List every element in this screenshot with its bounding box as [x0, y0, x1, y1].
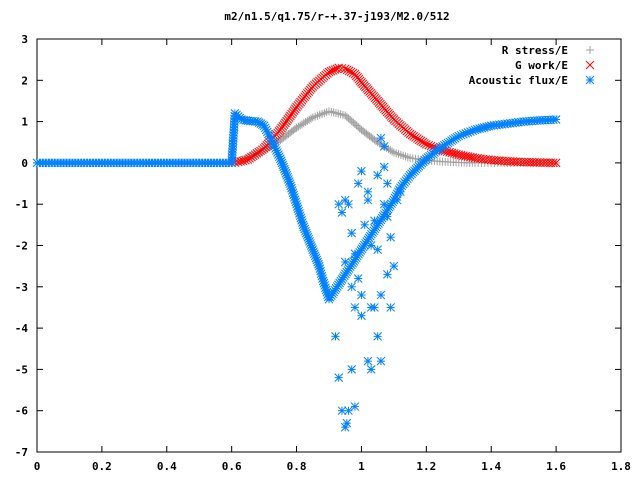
data-point	[363, 187, 373, 197]
legend-label: R stress/E	[502, 44, 568, 57]
data-point	[363, 356, 373, 366]
y-tick-label: -4	[15, 322, 29, 335]
data-point	[363, 195, 373, 205]
x-tick-label: 0.4	[157, 460, 177, 473]
data-point	[386, 232, 395, 242]
data-point	[376, 356, 386, 366]
x-tick-label: 1	[358, 460, 365, 473]
data-point	[376, 133, 386, 143]
y-tick-label: -5	[15, 363, 28, 376]
y-tick-label: -7	[15, 446, 28, 459]
x-tick-label: 1.2	[416, 460, 436, 473]
data-point	[379, 162, 389, 172]
data-point	[331, 332, 340, 341]
data-point	[421, 139, 431, 149]
data-point	[347, 365, 357, 374]
data-point	[340, 257, 350, 267]
data-point	[353, 274, 363, 283]
y-tick-label: 3	[21, 33, 28, 46]
data-point	[241, 155, 250, 165]
data-point	[342, 65, 352, 75]
data-point	[297, 120, 306, 129]
data-point	[357, 311, 366, 321]
data-point	[357, 166, 366, 176]
data-point	[340, 195, 350, 205]
data-point	[366, 303, 376, 312]
data-point	[236, 157, 245, 166]
x-tick-label: 0.2	[92, 460, 112, 473]
data-point	[383, 179, 392, 188]
data-point	[551, 115, 561, 124]
legend-label: G work/E	[515, 59, 568, 72]
data-point	[350, 249, 360, 259]
data-point	[342, 418, 352, 428]
x-tick-label: 0.8	[287, 460, 307, 473]
y-tick-label: -2	[15, 240, 28, 253]
y-tick-label: 0	[21, 157, 28, 170]
data-point	[347, 228, 357, 238]
legend-label: Acoustic flux/E	[469, 74, 568, 87]
legend-marker	[586, 46, 594, 54]
y-tick-label: 1	[21, 116, 28, 129]
y-tick-label: -6	[15, 405, 29, 418]
data-point	[299, 119, 308, 128]
data-point	[357, 290, 366, 300]
data-point	[303, 116, 312, 125]
x-tick-label: 1.8	[611, 460, 631, 473]
data-point	[366, 365, 376, 374]
y-tick-label: 2	[21, 74, 28, 87]
data-point	[238, 156, 248, 166]
data-point	[350, 402, 360, 411]
data-point	[334, 373, 344, 383]
data-point	[337, 63, 347, 73]
legend-marker	[585, 75, 595, 85]
data-point	[344, 199, 353, 209]
data-point	[373, 245, 383, 254]
data-point	[388, 147, 397, 156]
data-point	[389, 261, 399, 271]
data-point	[344, 66, 354, 76]
data-point	[360, 220, 370, 230]
data-point	[373, 332, 383, 341]
data-point	[306, 114, 315, 123]
x-tick-label: 0.6	[222, 460, 242, 473]
series-acoustic-flux-e	[32, 108, 561, 304]
data-point	[340, 64, 350, 74]
data-point	[337, 208, 347, 217]
data-point	[350, 303, 360, 312]
legend-marker	[585, 60, 595, 70]
data-point	[383, 212, 392, 221]
data-point	[370, 216, 379, 226]
data-point	[392, 195, 402, 205]
data-point	[334, 199, 344, 209]
x-tick-label: 1.6	[546, 460, 566, 473]
data-point	[551, 158, 561, 168]
chart-title: m2/n1.5/q1.75/r-+.37-j193/M2.0/512	[224, 10, 449, 23]
data-point	[549, 158, 558, 168]
data-point	[301, 118, 310, 127]
y-tick-label: -1	[15, 198, 29, 211]
data-point	[379, 142, 389, 151]
data-point	[346, 67, 356, 77]
x-tick-label: 1.4	[481, 460, 501, 473]
data-point	[379, 199, 389, 209]
x-tick-label: 0	[34, 460, 41, 473]
data-point	[396, 187, 405, 197]
data-point	[383, 270, 392, 279]
data-point	[373, 170, 383, 180]
data-point	[424, 140, 434, 150]
data-point	[347, 282, 357, 292]
data-point	[353, 179, 363, 188]
series-acoustic-flux-scatter	[331, 133, 405, 432]
y-tick-label: -3	[15, 281, 28, 294]
data-point	[376, 290, 386, 300]
data-point	[386, 303, 395, 312]
plot-frame	[36, 38, 622, 453]
data-point	[296, 121, 305, 130]
